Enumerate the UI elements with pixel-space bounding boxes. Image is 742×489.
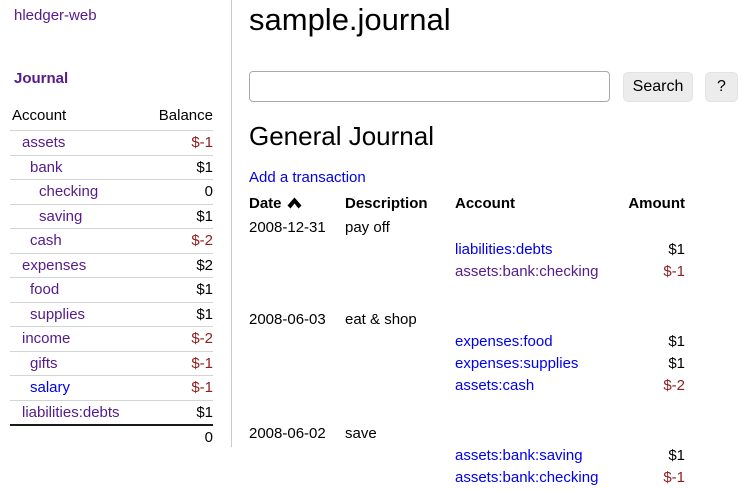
account-balance: $1	[144, 154, 213, 180]
sidebar: hledger-web Journal Account Balance asse…	[0, 0, 232, 449]
account-link-gifts[interactable]: gifts	[30, 354, 58, 372]
account-link-food[interactable]: food	[30, 281, 60, 299]
date-column-header-label: Date	[249, 195, 282, 212]
account-link-checking[interactable]: checking	[39, 183, 99, 201]
account-balance: $1	[144, 277, 213, 302]
main-pane: sample.journal Search ? General Journal …	[233, 0, 742, 486]
account-row: salary $-1	[10, 375, 213, 400]
account-balance: $1	[144, 301, 213, 327]
posting-account-link[interactable]: expenses:supplies	[455, 355, 579, 372]
account-row: expenses $2	[10, 252, 213, 278]
posting-amount: $1	[668, 447, 685, 464]
account-row: saving $1	[10, 203, 213, 229]
account-row: food $1	[10, 277, 213, 302]
account-link-cash[interactable]: cash	[30, 232, 62, 250]
posting-row: assets:bank:checking $-1	[249, 467, 685, 489]
balance-column-header: Balance	[158, 107, 213, 124]
sidebar-journal-heading[interactable]: Journal	[14, 70, 69, 87]
account-table-header-row: Account Balance	[10, 107, 213, 131]
account-row: liabilities:debts $1	[10, 399, 213, 425]
date-column-header[interactable]: Date	[249, 193, 302, 216]
posting-row: assets:cash $-2	[249, 375, 685, 397]
account-link-assets[interactable]: assets	[22, 134, 66, 152]
posting-amount: $1	[668, 241, 685, 258]
account-balance: $1	[144, 399, 213, 425]
posting-account-link[interactable]: expenses:food	[455, 333, 553, 350]
posting-account-link[interactable]: assets:bank:checking	[455, 469, 599, 486]
transaction-description: pay off	[345, 219, 390, 236]
posting-account-link[interactable]: assets:cash	[455, 377, 535, 394]
account-link-expenses[interactable]: expenses	[22, 256, 87, 274]
account-link-salary[interactable]: salary	[30, 379, 71, 397]
sort-ascending-icon	[287, 194, 302, 216]
transaction-description: eat & shop	[345, 311, 417, 328]
account-balance-table: Account Balance assets $-1 bank $1 check…	[10, 107, 213, 449]
page-title: sample.journal	[249, 2, 451, 37]
add-transaction-link[interactable]: Add a transaction	[249, 169, 366, 186]
posting-account-link[interactable]: liabilities:debts	[455, 241, 553, 258]
balance-total: 0	[144, 423, 213, 449]
account-link-supplies[interactable]: supplies	[30, 305, 86, 323]
transaction-description: save	[345, 425, 377, 442]
account-row: assets $-1	[10, 130, 213, 155]
section-title: General Journal	[249, 121, 434, 151]
posting-amount: $1	[668, 333, 685, 350]
transaction: 2008-12-31 pay off liabilities:debts $1 …	[249, 217, 685, 283]
balance-total-row: 0	[10, 423, 213, 449]
transaction-date: 2008-06-03	[249, 311, 326, 328]
transaction-title-row: 2008-12-31 pay off	[249, 217, 685, 239]
posting-row: liabilities:debts $1	[249, 239, 685, 261]
posting-row: assets:bank:saving $1	[249, 445, 685, 467]
account-balance: $-2	[144, 326, 213, 351]
account-row: checking 0	[10, 179, 213, 204]
account-row: gifts $-1	[10, 350, 213, 376]
posting-row: expenses:supplies $1	[249, 353, 685, 375]
account-row: income $-2	[10, 326, 213, 351]
account-column-header: Account	[12, 107, 67, 124]
search-input[interactable]	[249, 71, 610, 102]
posting-row: expenses:food $1	[249, 331, 685, 353]
account-balance: $-1	[144, 375, 213, 400]
account-column-header: Account	[455, 195, 515, 212]
account-balance: 0	[144, 179, 213, 204]
account-balance: $2	[144, 252, 213, 278]
journal-table-header: Date Description Account Amount	[249, 193, 685, 215]
account-row: supplies $1	[10, 301, 213, 327]
transaction: 2008-06-02 save assets:bank:saving $1 as…	[249, 423, 685, 489]
account-link-saving[interactable]: saving	[39, 207, 83, 225]
description-column-header: Description	[345, 195, 428, 212]
account-balance: $-2	[144, 228, 213, 253]
account-balance: $1	[144, 203, 213, 229]
posting-amount: $-2	[663, 377, 685, 394]
account-link-liabilities-debts[interactable]: liabilities:debts	[22, 403, 120, 421]
transaction-date: 2008-06-02	[249, 425, 326, 442]
app-title-link[interactable]: hledger-web	[14, 7, 97, 24]
transaction-title-row: 2008-06-02 save	[249, 423, 685, 445]
account-balance: $-1	[144, 350, 213, 376]
posting-account-link[interactable]: assets:bank:checking	[455, 263, 599, 280]
account-balance: $-1	[144, 130, 213, 155]
posting-row: assets:bank:checking $-1	[249, 261, 685, 283]
account-row: cash $-2	[10, 228, 213, 253]
transaction-title-row: 2008-06-03 eat & shop	[249, 309, 685, 331]
account-row: bank $1	[10, 154, 213, 180]
journal-rows: 2008-12-31 pay off liabilities:debts $1 …	[249, 217, 685, 489]
transaction: 2008-06-03 eat & shop expenses:food $1 e…	[249, 309, 685, 397]
posting-amount: $-1	[663, 469, 685, 486]
transaction-date: 2008-12-31	[249, 219, 326, 236]
account-link-income[interactable]: income	[22, 330, 71, 348]
posting-amount: $-1	[663, 263, 685, 280]
search-button[interactable]: Search	[623, 72, 693, 102]
posting-account-link[interactable]: assets:bank:saving	[455, 447, 583, 464]
account-link-bank[interactable]: bank	[30, 158, 63, 176]
amount-column-header: Amount	[628, 195, 685, 212]
help-button[interactable]: ?	[705, 72, 738, 102]
posting-amount: $1	[668, 355, 685, 372]
